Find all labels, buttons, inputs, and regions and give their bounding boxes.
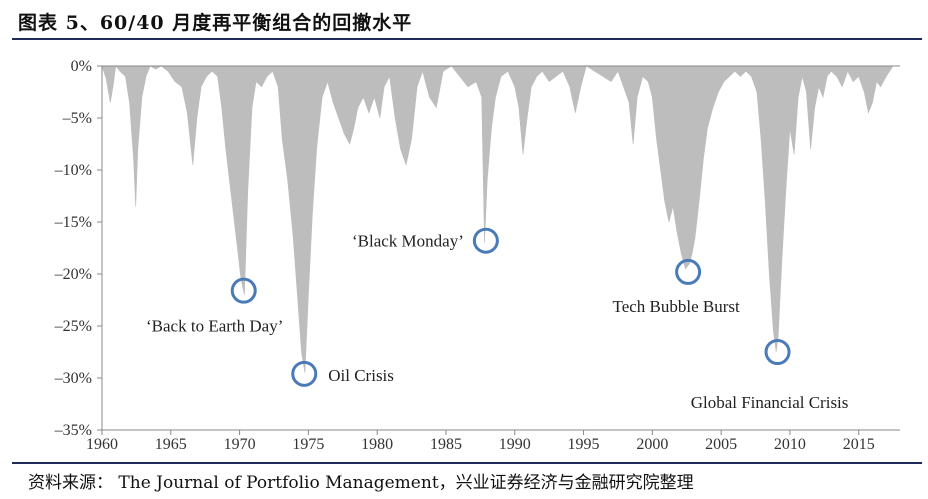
event-label: Global Financial Crisis [691, 393, 849, 412]
event-label: Oil Crisis [328, 366, 394, 385]
y-tick-label: –15% [54, 214, 92, 231]
source-note: 资料来源： The Journal of Portfolio Managemen… [28, 473, 694, 493]
y-tick-label: –35% [54, 422, 92, 439]
bottom-rule [12, 462, 922, 464]
drawdown-area [101, 65, 900, 373]
x-tick-label: 1995 [568, 436, 600, 453]
x-tick-label: 1985 [430, 436, 462, 453]
event-marker [230, 277, 257, 304]
figure-title: 图表 5、60/40 月度再平衡组合的回撤水平 [18, 12, 413, 34]
x-tick-label: 1990 [499, 436, 531, 453]
event-label: ‘Black Monday’ [352, 232, 464, 251]
y-tick-label: –20% [54, 266, 92, 283]
x-tick-label: 2005 [705, 436, 737, 453]
y-tick-label: 0% [71, 58, 92, 75]
x-tick-label: 2010 [774, 436, 806, 453]
x-tick-label: 1970 [224, 436, 256, 453]
x-tick-label: 1975 [292, 436, 324, 453]
x-tick-label: 1960 [86, 436, 118, 453]
event-marker [472, 227, 499, 254]
event-marker [291, 360, 318, 387]
x-tick-label: 2000 [636, 436, 668, 453]
x-tick-label: 1980 [361, 436, 393, 453]
event-marker [675, 258, 702, 285]
x-tick-label: 2015 [843, 436, 875, 453]
event-label: Tech Bubble Burst [613, 297, 741, 316]
y-tick-label: –25% [54, 318, 92, 335]
y-tick-label: –5% [62, 110, 92, 127]
event-marker [764, 339, 791, 365]
y-tick-label: –30% [54, 370, 92, 387]
y-tick-label: –10% [54, 162, 92, 179]
top-rule [12, 38, 922, 40]
event-label: ‘Back to Earth Day’ [146, 317, 283, 336]
x-tick-label: 1965 [155, 436, 187, 453]
drawdown-chart: 0% –5% –10% –15% –20% –25% –30% –35%1960 1965 197… [54, 58, 900, 453]
